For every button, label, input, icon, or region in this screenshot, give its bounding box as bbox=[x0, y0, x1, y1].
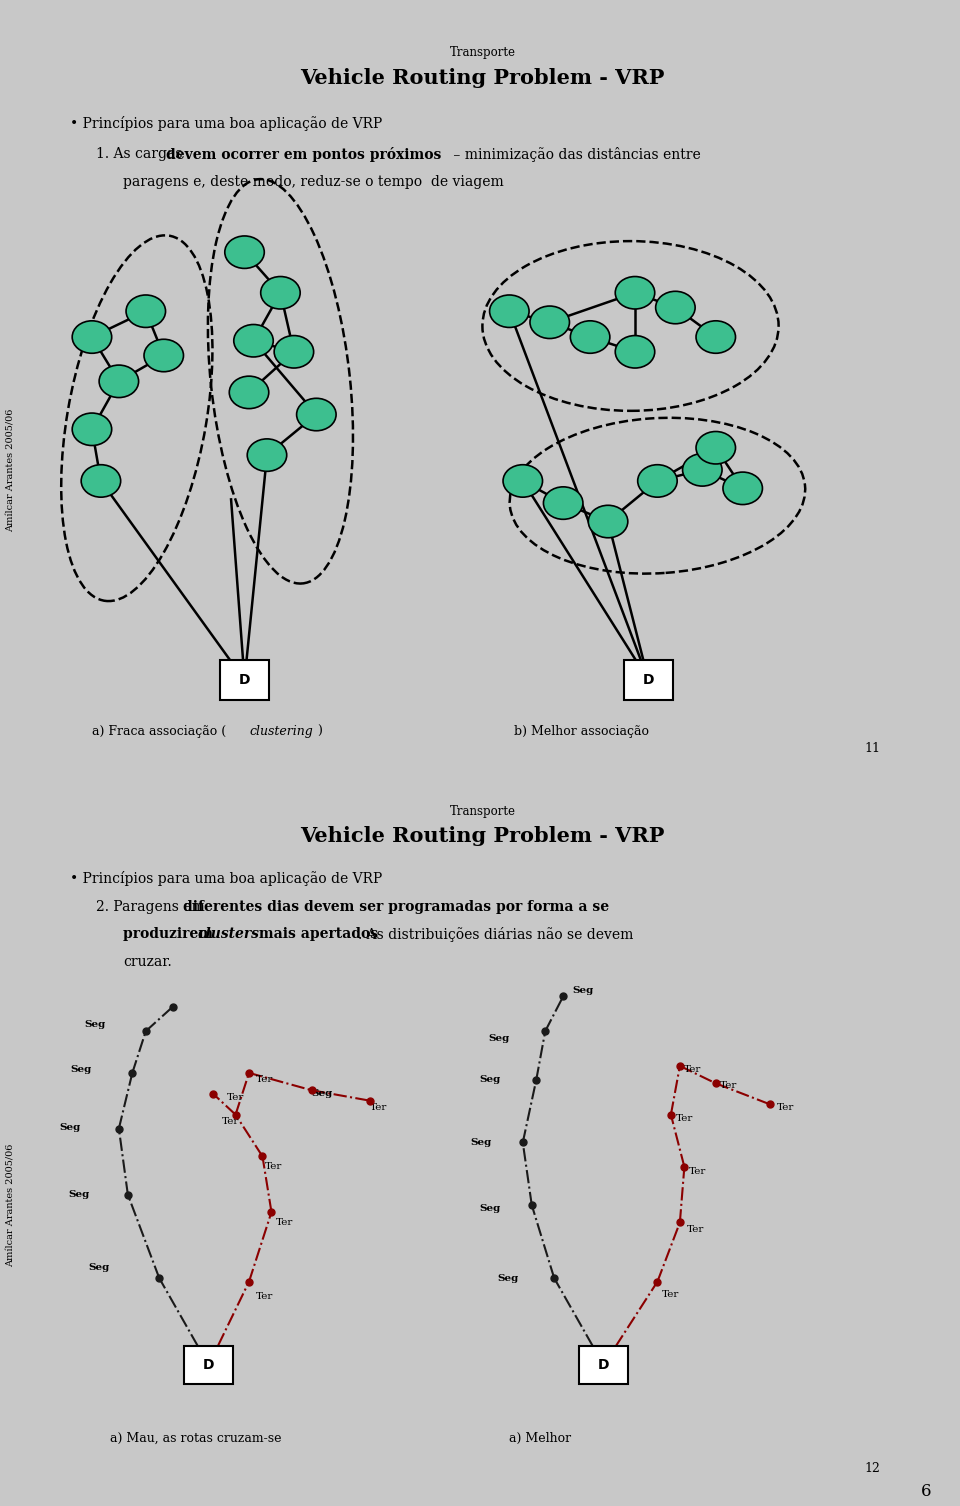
Text: 12: 12 bbox=[865, 1462, 880, 1474]
Circle shape bbox=[297, 398, 336, 431]
Text: Ter: Ter bbox=[689, 1167, 707, 1176]
FancyBboxPatch shape bbox=[184, 1346, 233, 1384]
Text: Seg: Seg bbox=[71, 1065, 92, 1074]
Text: – minimização das distâncias entre: – minimização das distâncias entre bbox=[449, 146, 701, 161]
Text: clusters: clusters bbox=[198, 926, 260, 941]
Text: Ter: Ter bbox=[265, 1163, 282, 1172]
Text: clustering: clustering bbox=[249, 726, 313, 738]
Text: Ter: Ter bbox=[720, 1081, 737, 1090]
Text: paragens e, deste modo, reduz-se o tempo  de viagem: paragens e, deste modo, reduz-se o tempo… bbox=[123, 175, 504, 188]
FancyBboxPatch shape bbox=[220, 660, 269, 700]
Text: Ter: Ter bbox=[228, 1093, 245, 1102]
Text: cruzar.: cruzar. bbox=[123, 955, 172, 968]
Text: D: D bbox=[642, 673, 654, 687]
Circle shape bbox=[234, 324, 274, 357]
Circle shape bbox=[615, 336, 655, 367]
Text: • Princípios para uma boa aplicação de VRP: • Princípios para uma boa aplicação de V… bbox=[69, 116, 382, 131]
Text: Seg: Seg bbox=[312, 1089, 333, 1098]
FancyBboxPatch shape bbox=[579, 1346, 628, 1384]
Text: Seg: Seg bbox=[470, 1139, 492, 1148]
Text: Transporte: Transporte bbox=[449, 45, 516, 59]
Text: Ter: Ter bbox=[777, 1104, 794, 1113]
Circle shape bbox=[696, 432, 735, 464]
Text: Ter: Ter bbox=[222, 1117, 239, 1126]
Text: Ter: Ter bbox=[371, 1104, 388, 1113]
Text: Vehicle Routing Problem - VRP: Vehicle Routing Problem - VRP bbox=[300, 68, 664, 87]
Text: Seg: Seg bbox=[479, 1075, 500, 1084]
Circle shape bbox=[656, 291, 695, 324]
Circle shape bbox=[696, 321, 735, 354]
Text: Seg: Seg bbox=[68, 1190, 89, 1199]
Text: Seg: Seg bbox=[88, 1264, 109, 1273]
Text: 11: 11 bbox=[865, 742, 881, 756]
Text: Seg: Seg bbox=[572, 986, 593, 995]
Circle shape bbox=[261, 277, 300, 309]
Text: Seg: Seg bbox=[84, 1020, 106, 1029]
Text: Ter: Ter bbox=[684, 1065, 702, 1074]
Circle shape bbox=[588, 506, 628, 538]
Text: • Princípios para uma boa aplicação de VRP: • Princípios para uma boa aplicação de V… bbox=[69, 870, 382, 886]
Text: b) Melhor associação: b) Melhor associação bbox=[514, 726, 649, 738]
Text: Seg: Seg bbox=[497, 1274, 518, 1283]
Circle shape bbox=[543, 486, 583, 520]
Circle shape bbox=[99, 364, 138, 398]
Circle shape bbox=[723, 471, 762, 505]
Circle shape bbox=[225, 236, 264, 268]
Text: diferentes dias devem ser programadas por forma a se: diferentes dias devem ser programadas po… bbox=[182, 901, 609, 914]
Text: devem ocorrer em pontos próximos: devem ocorrer em pontos próximos bbox=[166, 146, 442, 161]
Text: 1. As cargas: 1. As cargas bbox=[96, 146, 187, 161]
Text: 6: 6 bbox=[922, 1483, 931, 1500]
Circle shape bbox=[229, 376, 269, 408]
Text: Seg: Seg bbox=[488, 1033, 510, 1042]
Circle shape bbox=[683, 453, 722, 486]
Text: a) Mau, as rotas cruzam-se: a) Mau, as rotas cruzam-se bbox=[109, 1432, 281, 1444]
Text: Transporte: Transporte bbox=[449, 806, 516, 818]
Circle shape bbox=[144, 339, 183, 372]
Text: Seg: Seg bbox=[479, 1205, 500, 1212]
Text: Seg: Seg bbox=[59, 1122, 81, 1131]
Text: produzirem: produzirem bbox=[123, 926, 218, 941]
Circle shape bbox=[503, 465, 542, 497]
Text: 2. Paragens em: 2. Paragens em bbox=[96, 901, 209, 914]
Circle shape bbox=[275, 336, 314, 367]
Text: a) Fraca associação (: a) Fraca associação ( bbox=[92, 726, 227, 738]
Text: mais apertados: mais apertados bbox=[254, 926, 378, 941]
Circle shape bbox=[82, 465, 121, 497]
Text: Ter: Ter bbox=[276, 1218, 294, 1227]
Circle shape bbox=[530, 306, 569, 339]
FancyBboxPatch shape bbox=[624, 660, 673, 700]
Text: Vehicle Routing Problem - VRP: Vehicle Routing Problem - VRP bbox=[300, 825, 664, 846]
Text: Ter: Ter bbox=[676, 1113, 693, 1122]
Text: D: D bbox=[203, 1358, 214, 1372]
Circle shape bbox=[637, 465, 677, 497]
Circle shape bbox=[615, 277, 655, 309]
Text: Amílcar Arantes 2005/06: Amílcar Arantes 2005/06 bbox=[7, 408, 15, 532]
Circle shape bbox=[72, 413, 111, 446]
Text: D: D bbox=[239, 673, 251, 687]
Circle shape bbox=[490, 295, 529, 327]
Circle shape bbox=[570, 321, 610, 354]
Text: a) Melhor: a) Melhor bbox=[510, 1432, 571, 1444]
Circle shape bbox=[126, 295, 165, 327]
Text: Ter: Ter bbox=[256, 1075, 274, 1084]
Text: ): ) bbox=[317, 726, 323, 738]
Text: Ter: Ter bbox=[256, 1292, 274, 1301]
Text: D: D bbox=[598, 1358, 610, 1372]
Text: Ter: Ter bbox=[687, 1224, 705, 1233]
Text: Ter: Ter bbox=[662, 1291, 680, 1300]
Text: Amílcar Arantes 2005/06: Amílcar Arantes 2005/06 bbox=[7, 1143, 15, 1267]
Circle shape bbox=[72, 321, 111, 354]
Circle shape bbox=[248, 438, 287, 471]
Text: . As distribuições diárias não se devem: . As distribuições diárias não se devem bbox=[358, 926, 633, 941]
